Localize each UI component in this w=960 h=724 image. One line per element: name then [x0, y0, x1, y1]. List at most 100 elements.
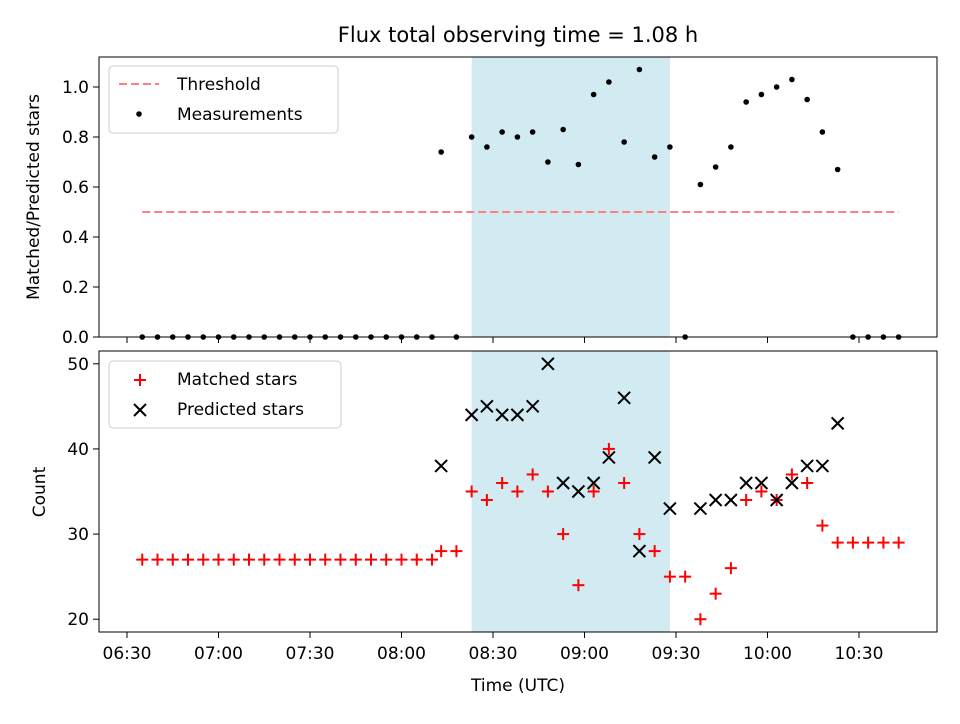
- matched-stars-point: [288, 553, 301, 566]
- measurement-point: [819, 129, 826, 135]
- predicted-stars-point: [708, 493, 723, 507]
- predicted-stars-point: [556, 476, 570, 490]
- bottom-xtick-label: 06:30: [103, 644, 152, 664]
- predicted-stars-point: [510, 408, 525, 422]
- measurement-point: [651, 154, 658, 160]
- measurement-point: [560, 126, 566, 133]
- predicted-stars-point: [754, 476, 769, 490]
- legend-matched-swatch: [134, 374, 146, 386]
- bottom-ytick-label: 40: [67, 440, 89, 460]
- measurement-point: [606, 79, 612, 85]
- matched-stars-point: [602, 442, 615, 455]
- predicted-stars-point: [617, 391, 631, 405]
- matched-stars-point: [785, 468, 798, 481]
- matched-stars-point: [679, 570, 692, 583]
- top-ytick-label: 0.4: [62, 228, 89, 248]
- matched-stars-point: [136, 553, 149, 566]
- matched-stars-point: [862, 536, 875, 549]
- matched-stars-point: [709, 587, 722, 600]
- bottom-panel: 20 30 40 50 06:30 07:00 07:30 08:00 08:30 09:00 0…: [30, 350, 938, 696]
- measurement-point: [484, 144, 490, 150]
- matched-stars-point: [273, 553, 286, 566]
- matched-stars-point: [633, 528, 646, 541]
- predicted-stars-point: [525, 399, 540, 414]
- measurement-point: [773, 84, 780, 90]
- bottom-ytick-label: 30: [67, 525, 89, 545]
- top-ytick-label: 0.8: [62, 128, 89, 148]
- matched-stars-point: [816, 519, 829, 532]
- predicted-stars-point: [647, 450, 662, 465]
- bottom-plot-frame: [98, 350, 938, 633]
- top-panel: 0.0 0.2 0.4 0.6 0.8 1.0 Flux total observing …: [24, 23, 938, 348]
- top-ytick-label: 0.0: [62, 328, 89, 348]
- matched-stars-point: [380, 553, 393, 566]
- matched-stars-point: [435, 545, 448, 558]
- matched-stars-point: [349, 553, 362, 566]
- matched-stars-point: [846, 536, 859, 549]
- matched-stars-point: [334, 553, 347, 566]
- measurement-point: [712, 164, 719, 170]
- matched-stars-point: [410, 553, 423, 566]
- matched-stars-point: [663, 570, 676, 583]
- top-ytick-label: 0.2: [62, 278, 89, 298]
- measurement-point: [590, 91, 597, 98]
- legend-predicted-swatch: [133, 403, 147, 417]
- matched-stars-point: [227, 553, 240, 566]
- measurement-point: [728, 144, 734, 150]
- matched-stars-point: [395, 553, 408, 566]
- predicted-stars-point: [602, 450, 616, 465]
- top-observing-window: [471, 57, 670, 337]
- matched-stars-point: [801, 476, 814, 489]
- measurement-point: [697, 181, 704, 188]
- predicted-stars-point: [632, 544, 647, 558]
- matched-stars-point: [304, 553, 316, 566]
- top-legend: Threshold Measurements: [108, 65, 339, 134]
- predicted-stars-point: [541, 357, 555, 371]
- matched-stars-point: [740, 494, 753, 507]
- matched-stars-point: [511, 485, 524, 498]
- predicted-stars-point: [739, 476, 753, 490]
- bottom-xtick-label: 10:30: [835, 644, 884, 664]
- top-plot-frame: [98, 56, 938, 338]
- top-chart-title: Flux total observing time = 1.08 h: [338, 23, 698, 47]
- bottom-y-axis-label: Count: [30, 466, 50, 517]
- bottom-xtick-label: 08:30: [469, 644, 518, 664]
- matched-stars-point: [426, 553, 438, 566]
- measurement-point: [804, 96, 810, 103]
- predicted-stars-point: [434, 459, 448, 473]
- bottom-xtick-label: 08:00: [377, 644, 426, 664]
- legend-matched-label: Matched stars: [177, 370, 297, 390]
- matched-stars-point: [243, 553, 255, 566]
- matched-stars-point: [365, 553, 377, 566]
- predicted-stars-point: [663, 501, 677, 516]
- measurement-point: [743, 99, 749, 105]
- matched-stars-point: [319, 553, 332, 566]
- legend-predicted-label: Predicted stars: [177, 400, 304, 420]
- top-y-axis-label: Matched/Predicted stars: [24, 94, 44, 300]
- measurement-point: [758, 91, 765, 98]
- predicted-stars-point: [724, 493, 738, 507]
- bottom-ytick-label: 50: [67, 355, 89, 375]
- matched-stars-point: [182, 553, 194, 566]
- predicted-stars-point: [571, 484, 586, 499]
- bottom-xtick-label: 09:00: [560, 644, 609, 664]
- measurement-point: [468, 134, 475, 140]
- matched-stars-point: [465, 485, 478, 498]
- matched-stars-point: [618, 476, 631, 489]
- matched-stars-point: [572, 579, 585, 592]
- top-legend-box: [108, 65, 339, 134]
- predicted-stars-point: [800, 459, 814, 473]
- bottom-ytick-label: 20: [67, 610, 89, 630]
- matched-stars-point: [166, 553, 179, 566]
- matched-stars-point: [450, 545, 463, 558]
- measurement-point: [636, 66, 643, 73]
- matched-stars-point: [258, 553, 271, 566]
- predicted-stars-point: [693, 501, 708, 516]
- matched-stars-point: [541, 485, 554, 498]
- measurement-point: [438, 149, 444, 155]
- matched-stars-point: [831, 536, 844, 549]
- legend-measurements-swatch: [136, 111, 142, 117]
- predicted-stars-point: [586, 476, 601, 490]
- matched-stars-point: [557, 528, 570, 541]
